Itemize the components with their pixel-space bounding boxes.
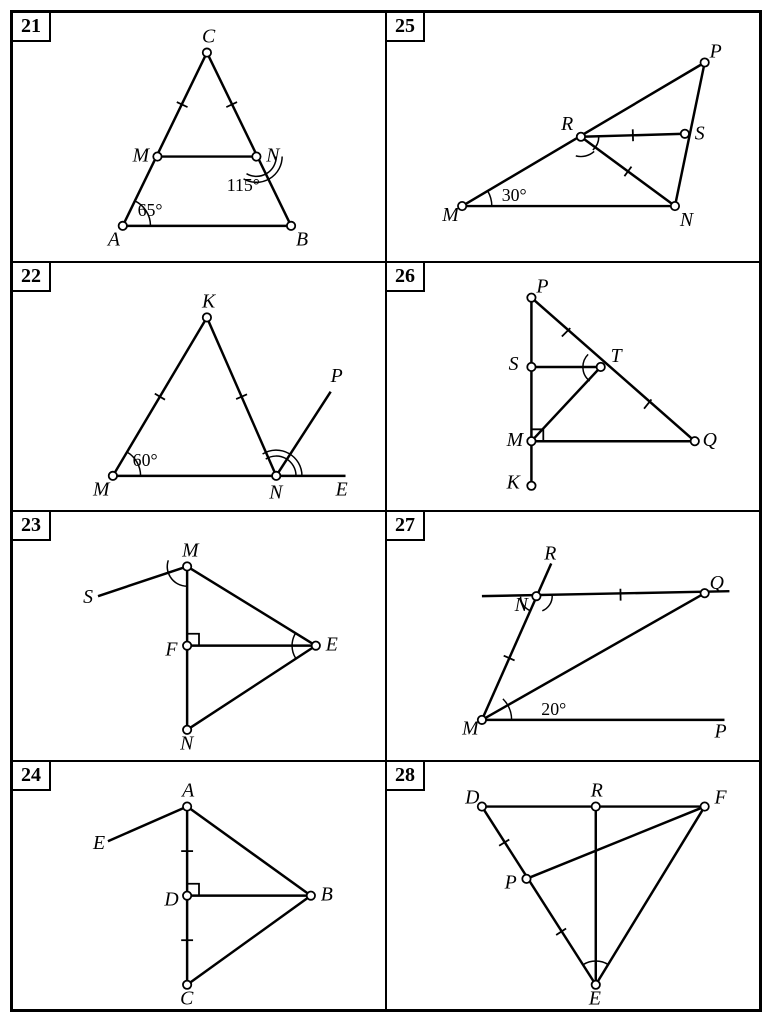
svg-text:K: K	[506, 471, 522, 493]
svg-text:Q: Q	[703, 429, 717, 451]
svg-text:N: N	[265, 145, 281, 167]
svg-text:M: M	[181, 540, 200, 562]
cell-24: 24 A C B D E	[12, 761, 386, 1011]
svg-text:S: S	[509, 352, 519, 374]
svg-text:N: N	[179, 733, 195, 755]
svg-text:P: P	[330, 364, 343, 386]
cell-number: 23	[13, 512, 51, 541]
svg-text:R: R	[560, 113, 573, 135]
svg-text:M: M	[506, 429, 525, 451]
svg-text:M: M	[441, 204, 460, 226]
svg-text:P: P	[504, 871, 517, 893]
svg-text:T: T	[611, 345, 624, 367]
svg-text:D: D	[163, 888, 178, 910]
cell-27: 27 M N Q R P 20°	[386, 511, 760, 761]
svg-text:E: E	[588, 987, 601, 1009]
svg-text:E: E	[335, 478, 348, 500]
cell-26: 26 P S T M Q K	[386, 262, 760, 512]
cell-number: 27	[387, 512, 425, 541]
cell-number: 28	[387, 762, 425, 791]
cell-number: 26	[387, 263, 425, 292]
svg-text:C: C	[180, 987, 194, 1009]
cell-number: 25	[387, 13, 425, 42]
svg-text:R: R	[543, 543, 556, 565]
svg-text:E: E	[325, 634, 338, 656]
svg-text:60°: 60°	[133, 449, 158, 469]
svg-text:M: M	[132, 145, 151, 167]
svg-text:65°: 65°	[138, 200, 163, 220]
svg-text:Q: Q	[710, 572, 724, 594]
diagram-26: P S T M Q K	[387, 263, 759, 511]
svg-text:B: B	[321, 883, 333, 905]
svg-text:N: N	[268, 481, 284, 503]
svg-text:115°: 115°	[227, 175, 260, 195]
svg-text:P: P	[709, 41, 722, 63]
svg-text:A: A	[106, 229, 121, 251]
svg-text:N: N	[679, 209, 695, 231]
svg-text:P: P	[535, 275, 548, 297]
svg-text:20°: 20°	[541, 699, 566, 719]
diagram-28: D R F E P	[387, 762, 759, 1010]
problem-grid: 21 CABMN65°115° 25 PMNRS30° 22 KMNEP60° …	[10, 10, 762, 1012]
diagram-24: A C B D E	[13, 762, 385, 1010]
cell-number: 21	[13, 13, 51, 42]
diagram-22: K M N E P 60°	[13, 263, 385, 511]
svg-text:B: B	[296, 229, 308, 251]
cell-22: 22 K M N E P 60°	[12, 262, 386, 512]
cell-number: 24	[13, 762, 51, 791]
svg-text:S: S	[83, 586, 93, 608]
cell-28: 28 D R F E P	[386, 761, 760, 1011]
diagram-21: C A B M N 65° 115°	[13, 13, 385, 261]
diagram-23: M N E F S	[13, 512, 385, 760]
svg-text:F: F	[714, 786, 728, 808]
diagram-25: P M N R S 30°	[387, 13, 759, 261]
svg-text:M: M	[92, 478, 111, 500]
diagram-27: M N Q R P 20°	[387, 512, 759, 760]
svg-text:M: M	[461, 718, 480, 740]
svg-text:N: N	[514, 594, 530, 616]
svg-text:S: S	[695, 123, 705, 145]
svg-text:R: R	[590, 779, 603, 801]
svg-text:D: D	[464, 786, 479, 808]
cell-number: 22	[13, 263, 51, 292]
svg-text:30°: 30°	[502, 185, 527, 205]
svg-text:K: K	[201, 290, 217, 312]
svg-text:A: A	[180, 779, 195, 801]
svg-text:C: C	[202, 26, 216, 48]
cell-23: 23 M N E F S	[12, 511, 386, 761]
svg-text:P: P	[714, 721, 727, 743]
cell-21: 21 C A B M N 65° 115°	[12, 12, 386, 262]
svg-text:E: E	[92, 832, 105, 854]
svg-text:F: F	[164, 639, 178, 661]
cell-25: 25 P M N R S 30°	[386, 12, 760, 262]
